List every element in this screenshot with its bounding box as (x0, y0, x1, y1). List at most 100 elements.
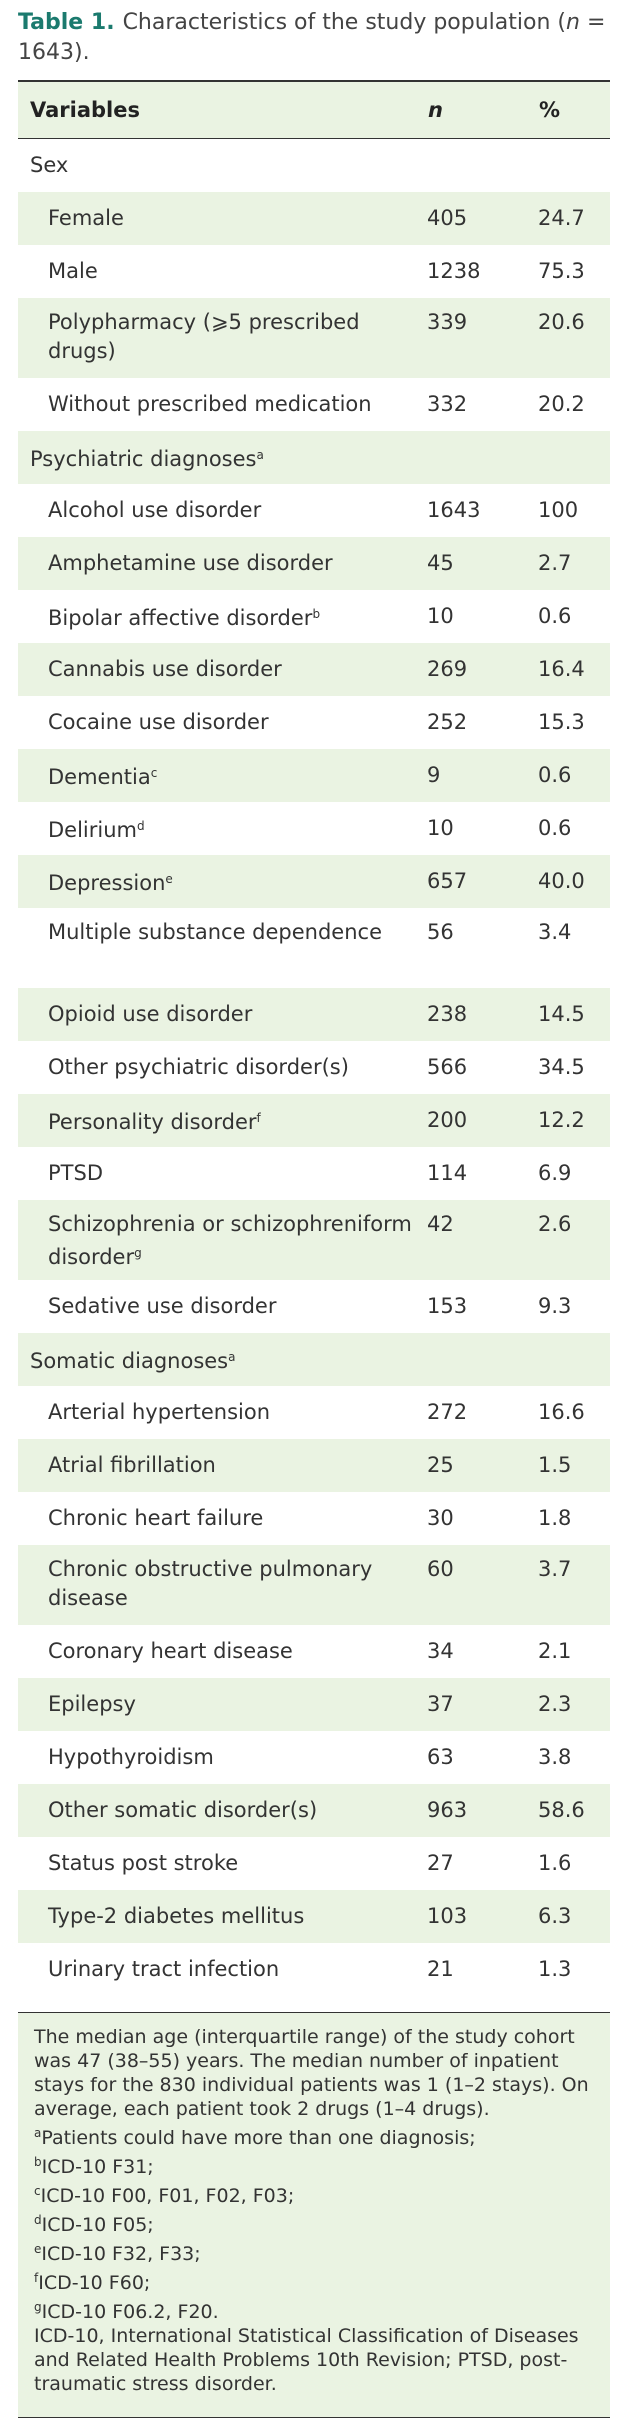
n-cell: 103 (427, 1889, 538, 1943)
row: Depressione 657 40.0 (18, 854, 610, 908)
pct-cell: 34.5 (538, 1054, 585, 1079)
footnote: The median age (interquartile range) of … (34, 2025, 594, 2121)
label: Polypharmacy (⩾5 prescribed drugs) (48, 309, 360, 363)
footnote-mark: b (34, 2155, 42, 2169)
label-cell: Multiple substance dependence (18, 908, 427, 988)
label: PTSD (48, 1160, 103, 1185)
footnote-text: ICD-10 F32, F33; (41, 2243, 201, 2265)
label: Urinary tract infection (48, 1956, 280, 1981)
label-cell: Cocaine use disorder (18, 696, 427, 749)
label: Chronic obstructive pulmonary disease (48, 1556, 373, 1610)
pct-cell: 0.6 (538, 748, 610, 802)
footnote: aPatients could have more than one diagn… (34, 2121, 594, 2150)
footnote: fICD-10 F60; (34, 2266, 594, 2295)
footnote-text: The median age (interquartile range) of … (34, 2026, 589, 2120)
row: Chronic obstructive pulmonary disease 60 3… (18, 1544, 610, 1625)
n-cell: 200 (427, 1093, 538, 1147)
label: Dementia (48, 764, 151, 789)
pct-cell: 6.3 (538, 1889, 610, 1943)
n-cell: 60 (427, 1544, 538, 1625)
footnote-mark: a (256, 447, 264, 462)
pct-cell: 14.5 (538, 987, 610, 1041)
n-cell: 45 (427, 536, 538, 590)
label-cell: Psychiatric diagnosesa (18, 430, 610, 484)
label: Female (48, 205, 124, 230)
pct-cell: 16.4 (538, 642, 610, 696)
label-cell: Somatic diagnosesa (18, 1332, 610, 1386)
label-cell: Cannabis use disorder (18, 642, 427, 696)
footnote: dICD-10 F05; (34, 2208, 594, 2237)
row: Urinary tract infection 21 1.3 (18, 1943, 610, 1996)
row: Other psychiatric disorder(s) 566 34.5 (18, 1041, 610, 1094)
footnote: bICD-10 F31; (34, 2150, 594, 2179)
label: Opioid use disorder (48, 1001, 253, 1026)
row: Sedative use disorder 153 9.3 (18, 1280, 610, 1333)
row: Multiple substance dependence 56 3.4 (18, 908, 610, 988)
n-cell: 42 (427, 1199, 538, 1280)
caption-text: = 1643). (18, 10, 606, 65)
label: Cocaine use disorder (48, 709, 269, 734)
table: Variables n % Sex Female 405 24.7 Male 1238 75… (18, 80, 610, 1996)
n-cell: 37 (427, 1677, 538, 1731)
n-cell: 27 (427, 1850, 454, 1875)
row: Personality disorderf 200 12.2 (18, 1093, 610, 1147)
label-cell: Deliriumd (18, 802, 427, 855)
footnote-mark: f (34, 2271, 39, 2285)
pct-cell: 2.1 (538, 1638, 572, 1663)
pct-cell: 3.8 (538, 1744, 572, 1769)
caption: Table 1. Characteristics of the study pop… (18, 8, 610, 68)
label-cell: Amphetamine use disorder (18, 536, 427, 590)
row: Arterial hypertension 272 16.6 (18, 1386, 610, 1439)
label: Coronary heart disease (48, 1638, 293, 1663)
footnote-mark: f (256, 1110, 261, 1125)
label-cell: Depressione (18, 854, 427, 908)
label-cell: PTSD (18, 1147, 427, 1200)
group-row: Sex (18, 139, 610, 192)
n-cell: 339 (427, 297, 538, 378)
footnote-text: Patients could have more than one diagno… (41, 2127, 476, 2149)
label: Hypothyroidism (48, 1744, 214, 1769)
footnote-text: ICD-10, International Statistical Classi… (34, 2325, 579, 2395)
pct-cell: 3.4 (538, 919, 572, 944)
header-cell: Variables (18, 81, 427, 139)
pct-cell: 40.0 (538, 854, 610, 908)
footnote-mark: c (34, 2184, 41, 2198)
row: Dementiac 9 0.6 (18, 748, 610, 802)
row: Epilepsy 37 2.3 (18, 1677, 610, 1731)
footnote-text: ICD-10 F05; (41, 2214, 154, 2236)
label: Chronic heart failure (48, 1505, 264, 1530)
n-cell: 25 (427, 1438, 538, 1492)
row: Schizophrenia or schizophreniform disord… (18, 1199, 610, 1280)
row: Other somatic disorder(s) 963 58.6 (18, 1783, 610, 1837)
row: Cannabis use disorder 269 16.4 (18, 642, 610, 696)
header-cell: n (427, 81, 538, 139)
label: Other somatic disorder(s) (48, 1797, 318, 1822)
label: Psychiatric diagnoses (30, 446, 257, 471)
footnote: gICD-10 F06.2, F20. (34, 2295, 594, 2324)
group-row: Somatic diagnosesa (18, 1332, 610, 1386)
label: Arterial hypertension (48, 1399, 271, 1424)
footnote-mark: d (34, 2213, 42, 2227)
pct-cell: 2.7 (538, 536, 610, 590)
label-cell: Sedative use disorder (18, 1280, 427, 1333)
footnote-mark: b (312, 606, 321, 621)
label-cell: Male (18, 245, 427, 298)
label: Depression (48, 870, 166, 895)
footnote-mark: d (137, 818, 145, 833)
n-cell: 9 (427, 748, 538, 802)
label: Personality disorder (48, 1109, 257, 1134)
footnote-mark: a (228, 1349, 236, 1364)
footnote: ICD-10, International Statistical Classi… (34, 2324, 594, 2396)
label-cell: Opioid use disorder (18, 987, 427, 1041)
n-cell: 566 (427, 1054, 468, 1079)
footnote-text: ICD-10 F31; (41, 2156, 154, 2178)
header-cell: % (538, 81, 610, 139)
row: PTSD 114 6.9 (18, 1147, 610, 1200)
pct-cell: 9.3 (538, 1293, 572, 1318)
label: Somatic diagnoses (30, 1348, 229, 1373)
pct-cell: 15.3 (538, 709, 585, 734)
label-cell: Hypothyroidism (18, 1731, 427, 1784)
pct-cell: 100 (538, 497, 579, 522)
label: Cannabis use disorder (48, 656, 282, 681)
